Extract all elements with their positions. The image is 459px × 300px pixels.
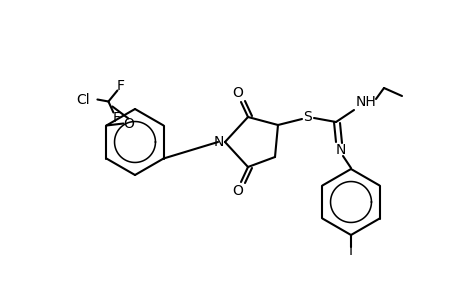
Text: O: O xyxy=(232,86,243,100)
Text: N: N xyxy=(213,135,224,149)
Text: F: F xyxy=(116,79,124,92)
Text: N: N xyxy=(335,143,346,157)
Text: I: I xyxy=(348,244,352,258)
Text: NH: NH xyxy=(355,95,375,109)
Text: O: O xyxy=(123,116,134,130)
Text: S: S xyxy=(303,110,312,124)
Text: Cl: Cl xyxy=(77,92,90,106)
Text: F: F xyxy=(112,110,120,124)
Text: O: O xyxy=(232,184,243,198)
